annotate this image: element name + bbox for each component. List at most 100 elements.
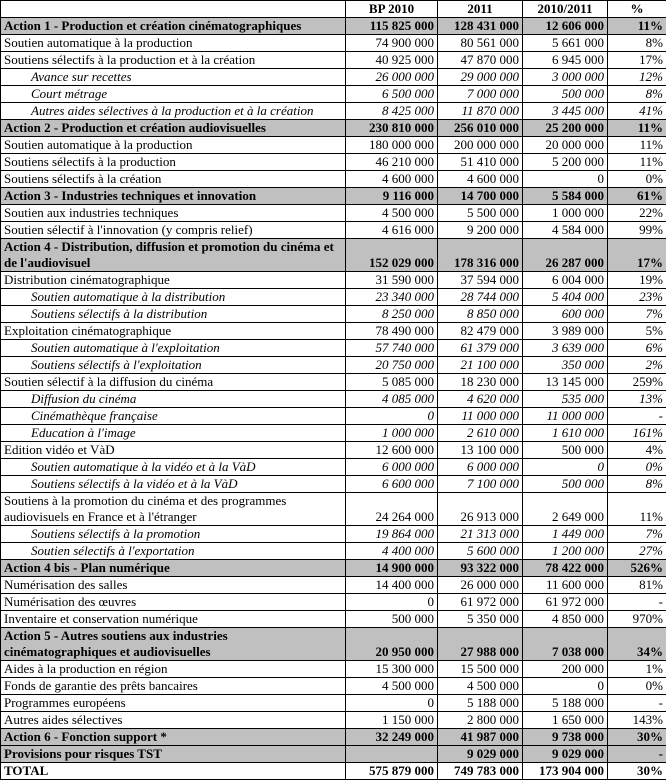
row-value-diff-2010-2011: 5 188 000	[522, 694, 608, 712]
row-value-y2011: 93 322 000	[437, 559, 523, 577]
row-value-y2011: 61 972 000	[437, 593, 523, 611]
table-row: Soutien automatique à l'exploitation 57 7…	[0, 339, 666, 357]
row-value-y2011: 7 100 000	[437, 475, 523, 493]
row-value-diff-2010-2011: 6 945 000	[522, 51, 608, 69]
row-value-percent: 27%	[607, 542, 666, 560]
table-row: Action 6 - Fonction support * 32 249 000 4…	[0, 728, 666, 746]
row-label: Soutiens sélectifs à la promotion	[0, 525, 346, 543]
row-value-y2011: 5 600 000	[437, 542, 523, 560]
table-row: Action 2 - Production et création audiov…	[0, 119, 666, 137]
row-value-diff-2010-2011: 9 029 000	[522, 745, 608, 763]
table-row: TOTAL 575 879 000 749 783 000 173 904 000 30…	[0, 762, 666, 780]
row-value-y2011: 11 000 000	[437, 407, 523, 425]
row-value-percent: 81%	[607, 576, 666, 594]
col-header-percent: %	[607, 0, 666, 18]
table-row: Soutiens sélectifs à la promotion 19 864 …	[0, 525, 666, 543]
col-header-2011: 2011	[437, 0, 523, 18]
row-value-bp2010: 1 000 000	[345, 424, 438, 442]
row-value-percent: 526%	[607, 559, 666, 577]
row-value-percent: 8%	[607, 85, 666, 103]
row-label: Soutiens sélectifs à la production	[0, 153, 346, 171]
row-value-percent: 34%	[607, 627, 666, 661]
row-value-diff-2010-2011: 1 449 000	[522, 525, 608, 543]
row-value-diff-2010-2011: 26 287 000	[522, 238, 608, 272]
table-row: Soutiens sélectifs à la vidéo et à la Và…	[0, 475, 666, 493]
row-value-bp2010: 115 825 000	[345, 17, 438, 35]
row-value-bp2010: 14 900 000	[345, 559, 438, 577]
row-label: Soutien automatique à la distribution	[0, 288, 346, 306]
row-value-percent: 7%	[607, 305, 666, 323]
row-value-percent: 19%	[607, 271, 666, 289]
table-row: Action 4 - Distribution, diffusion et pr…	[0, 238, 666, 272]
row-label: Court métrage	[0, 85, 346, 103]
row-value-bp2010: 0	[345, 694, 438, 712]
row-value-y2011: 13 100 000	[437, 441, 523, 459]
row-value-diff-2010-2011: 350 000	[522, 356, 608, 374]
row-value-percent: 6%	[607, 339, 666, 357]
row-value-diff-2010-2011: 500 000	[522, 85, 608, 103]
row-value-y2011: 21 100 000	[437, 356, 523, 374]
row-value-bp2010: 4 500 000	[345, 204, 438, 222]
row-value-bp2010: 6 600 000	[345, 475, 438, 493]
row-value-bp2010: 1 150 000	[345, 711, 438, 729]
row-value-bp2010: 31 590 000	[345, 271, 438, 289]
row-label: Soutiens sélectifs à la création	[0, 170, 346, 188]
row-value-y2011: 4 500 000	[437, 677, 523, 695]
row-value-diff-2010-2011: 1 200 000	[522, 542, 608, 560]
row-value-y2011: 4 600 000	[437, 170, 523, 188]
table-row: Edition vidéo et VàD 12 600 000 13 100 000…	[0, 441, 666, 459]
row-label: Action 4 - Distribution, diffusion et pr…	[0, 238, 346, 272]
row-value-y2011: 18 230 000	[437, 373, 523, 391]
row-value-y2011: 27 988 000	[437, 627, 523, 661]
row-value-bp2010: 500 000	[345, 610, 438, 628]
row-value-percent: -	[607, 694, 666, 712]
table-row: Education à l'image 1 000 000 2 610 000 1 6…	[0, 424, 666, 442]
row-value-diff-2010-2011: 1 610 000	[522, 424, 608, 442]
row-label: TOTAL	[0, 762, 346, 780]
row-value-bp2010: 24 264 000	[345, 492, 438, 526]
row-value-diff-2010-2011: 4 584 000	[522, 221, 608, 239]
table-row: Soutien aux industries techniques 4 500 0…	[0, 204, 666, 222]
row-value-bp2010: 6 500 000	[345, 85, 438, 103]
row-value-percent: 23%	[607, 288, 666, 306]
row-value-bp2010: 15 300 000	[345, 660, 438, 678]
row-value-diff-2010-2011: 535 000	[522, 390, 608, 408]
row-value-bp2010: 4 400 000	[345, 542, 438, 560]
row-value-bp2010: 23 340 000	[345, 288, 438, 306]
table-row: Soutiens sélectifs à l'exploitation 20 75…	[0, 356, 666, 374]
row-value-bp2010: 575 879 000	[345, 762, 438, 780]
row-label: Soutien automatique à la production	[0, 136, 346, 154]
table-row: Soutien automatique à la production 74 90…	[0, 34, 666, 52]
row-value-bp2010: 4 500 000	[345, 677, 438, 695]
row-value-diff-2010-2011: 0	[522, 677, 608, 695]
row-value-bp2010: 32 249 000	[345, 728, 438, 746]
row-value-y2011: 9 029 000	[437, 745, 523, 763]
row-value-percent: 1%	[607, 660, 666, 678]
table-row: Exploitation cinématographique 78 490 000…	[0, 322, 666, 340]
row-value-y2011: 6 000 000	[437, 458, 523, 476]
row-value-percent: 41%	[607, 102, 666, 120]
row-value-y2011: 9 200 000	[437, 221, 523, 239]
table-row: Action 1 - Production et création cinéma…	[0, 17, 666, 35]
row-value-bp2010: 8 250 000	[345, 305, 438, 323]
table-row: Soutien automatique à la distribution 23 …	[0, 288, 666, 306]
row-label: Avance sur recettes	[0, 68, 346, 86]
row-value-percent: 8%	[607, 475, 666, 493]
row-value-diff-2010-2011: 6 004 000	[522, 271, 608, 289]
row-value-percent: 17%	[607, 238, 666, 272]
row-value-bp2010: 0	[345, 407, 438, 425]
table-row: Soutien automatique à la production 180 0…	[0, 136, 666, 154]
row-label: Soutien sélectif à la diffusion du ciném…	[0, 373, 346, 391]
row-value-diff-2010-2011: 5 404 000	[522, 288, 608, 306]
row-value-percent: 0%	[607, 677, 666, 695]
row-value-y2011: 41 987 000	[437, 728, 523, 746]
row-value-diff-2010-2011: 5 661 000	[522, 34, 608, 52]
row-label: Soutien automatique à la vidéo et à la V…	[0, 458, 346, 476]
row-value-bp2010: 0	[345, 593, 438, 611]
row-label: Education à l'image	[0, 424, 346, 442]
row-value-percent: 17%	[607, 51, 666, 69]
row-value-percent: 0%	[607, 170, 666, 188]
row-label: Action 6 - Fonction support *	[0, 728, 346, 746]
row-label: Diffusion du cinéma	[0, 390, 346, 408]
